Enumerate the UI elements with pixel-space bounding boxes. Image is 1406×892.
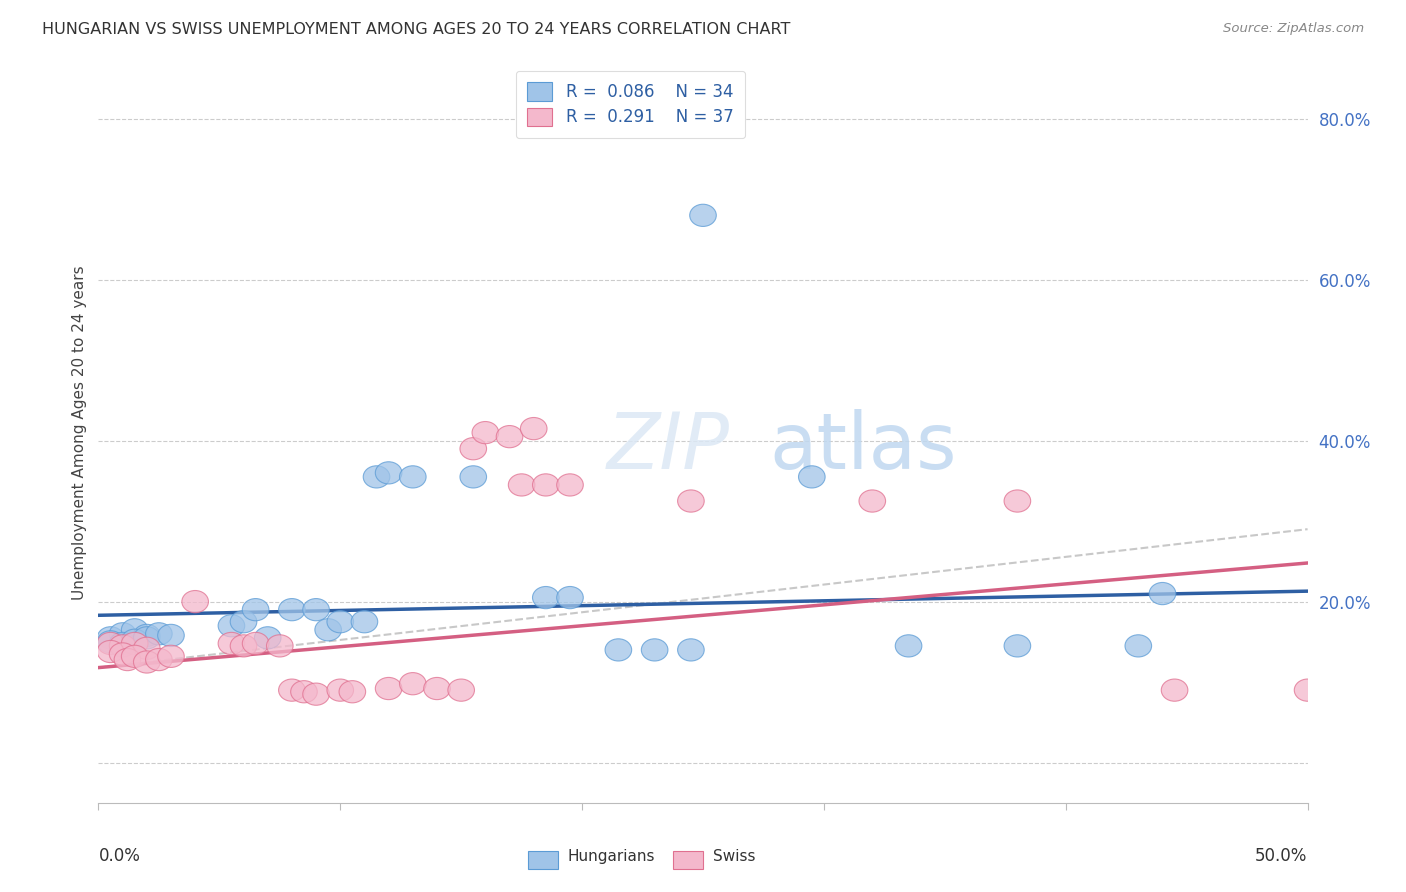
Ellipse shape: [557, 586, 583, 608]
Ellipse shape: [690, 204, 716, 227]
Ellipse shape: [1125, 635, 1152, 657]
Ellipse shape: [110, 632, 136, 655]
Ellipse shape: [896, 635, 922, 657]
Ellipse shape: [110, 635, 136, 657]
Ellipse shape: [375, 462, 402, 484]
Ellipse shape: [533, 586, 560, 608]
Ellipse shape: [218, 632, 245, 655]
Text: Source: ZipAtlas.com: Source: ZipAtlas.com: [1223, 22, 1364, 36]
Ellipse shape: [278, 599, 305, 621]
Ellipse shape: [302, 683, 329, 706]
Ellipse shape: [449, 679, 474, 701]
Ellipse shape: [157, 624, 184, 647]
Ellipse shape: [339, 681, 366, 703]
Ellipse shape: [352, 611, 378, 632]
Text: 50.0%: 50.0%: [1256, 847, 1308, 865]
Ellipse shape: [242, 632, 269, 655]
Ellipse shape: [1161, 679, 1188, 701]
Text: HUNGARIAN VS SWISS UNEMPLOYMENT AMONG AGES 20 TO 24 YEARS CORRELATION CHART: HUNGARIAN VS SWISS UNEMPLOYMENT AMONG AG…: [42, 22, 790, 37]
Ellipse shape: [254, 627, 281, 649]
Ellipse shape: [121, 632, 148, 655]
Ellipse shape: [328, 611, 353, 632]
Ellipse shape: [134, 637, 160, 659]
Ellipse shape: [472, 422, 499, 443]
Ellipse shape: [278, 679, 305, 701]
Ellipse shape: [557, 474, 583, 496]
Ellipse shape: [375, 677, 402, 699]
Ellipse shape: [678, 490, 704, 512]
Ellipse shape: [799, 466, 825, 488]
Ellipse shape: [181, 591, 208, 613]
Ellipse shape: [460, 438, 486, 459]
Ellipse shape: [121, 619, 148, 640]
Ellipse shape: [134, 624, 160, 647]
Text: Hungarians: Hungarians: [568, 848, 655, 863]
Ellipse shape: [134, 627, 160, 649]
Text: 0.0%: 0.0%: [98, 847, 141, 865]
Legend: R =  0.086    N = 34, R =  0.291    N = 37: R = 0.086 N = 34, R = 0.291 N = 37: [516, 70, 745, 138]
FancyBboxPatch shape: [527, 851, 558, 870]
Ellipse shape: [533, 474, 560, 496]
Ellipse shape: [110, 643, 136, 665]
Ellipse shape: [1149, 582, 1175, 605]
Ellipse shape: [218, 615, 245, 637]
Ellipse shape: [315, 619, 342, 640]
Ellipse shape: [1004, 635, 1031, 657]
Ellipse shape: [605, 639, 631, 661]
Ellipse shape: [1295, 679, 1320, 701]
Text: Swiss: Swiss: [713, 848, 755, 863]
Ellipse shape: [460, 466, 486, 488]
Ellipse shape: [97, 632, 124, 655]
Text: ZIP: ZIP: [606, 409, 730, 485]
FancyBboxPatch shape: [672, 851, 703, 870]
Ellipse shape: [520, 417, 547, 440]
Ellipse shape: [399, 466, 426, 488]
Ellipse shape: [859, 490, 886, 512]
Ellipse shape: [231, 611, 257, 632]
Ellipse shape: [97, 631, 124, 653]
Ellipse shape: [242, 599, 269, 621]
Ellipse shape: [134, 651, 160, 673]
Ellipse shape: [267, 635, 292, 657]
Ellipse shape: [302, 599, 329, 621]
Ellipse shape: [291, 681, 318, 703]
Ellipse shape: [110, 623, 136, 645]
Ellipse shape: [496, 425, 523, 448]
Ellipse shape: [423, 677, 450, 699]
Ellipse shape: [121, 629, 148, 651]
Ellipse shape: [328, 679, 353, 701]
Ellipse shape: [1004, 490, 1031, 512]
Ellipse shape: [97, 640, 124, 663]
Ellipse shape: [509, 474, 534, 496]
Ellipse shape: [157, 645, 184, 667]
Ellipse shape: [231, 635, 257, 657]
Ellipse shape: [97, 627, 124, 649]
Ellipse shape: [146, 623, 172, 645]
Ellipse shape: [678, 639, 704, 661]
Ellipse shape: [399, 673, 426, 695]
Ellipse shape: [363, 466, 389, 488]
Text: atlas: atlas: [769, 409, 957, 485]
Ellipse shape: [114, 648, 141, 671]
Y-axis label: Unemployment Among Ages 20 to 24 years: Unemployment Among Ages 20 to 24 years: [72, 265, 87, 600]
Ellipse shape: [641, 639, 668, 661]
Ellipse shape: [121, 645, 148, 667]
Ellipse shape: [146, 648, 172, 671]
